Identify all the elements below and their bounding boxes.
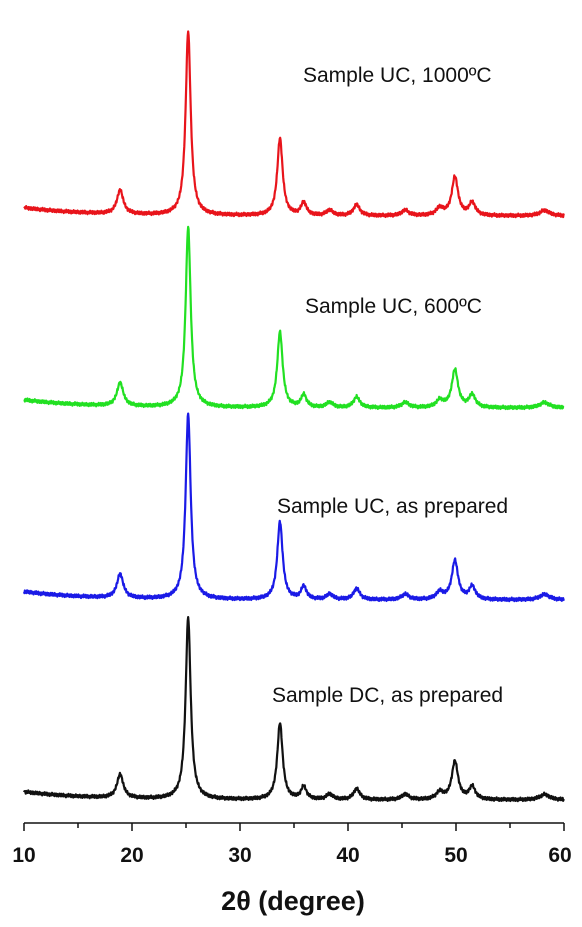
series-label-uc-600: Sample UC, 600ºC bbox=[305, 295, 482, 318]
x-tick-label-60: 60 bbox=[548, 844, 571, 867]
x-tick-label-10: 10 bbox=[12, 844, 35, 867]
x-tick-label-30: 30 bbox=[228, 844, 251, 867]
series-layer bbox=[22, 30, 565, 803]
series-line-0 bbox=[23, 30, 565, 219]
series-line-1 bbox=[23, 225, 565, 411]
x-tick-label-40: 40 bbox=[336, 844, 359, 867]
plot-area: Sample UC, 1000ºC Sample UC, 600ºC Sampl… bbox=[22, 30, 565, 803]
x-tick-layer bbox=[23, 823, 565, 831]
x-axis: 10 20 30 40 50 60 2θ (degree) bbox=[12, 822, 572, 916]
x-tick-label-20: 20 bbox=[120, 844, 143, 867]
x-tick-label-50: 50 bbox=[444, 844, 467, 867]
x-axis-label: 2θ (degree) bbox=[221, 886, 365, 916]
series-label-dc-as-prepared: Sample DC, as prepared bbox=[272, 684, 503, 707]
series-label-uc-1000: Sample UC, 1000ºC bbox=[303, 64, 492, 87]
x-tick-label-layer: 10 20 30 40 50 60 bbox=[12, 844, 571, 867]
series-label-uc-as-prepared: Sample UC, as prepared bbox=[277, 495, 508, 518]
series-line-2 bbox=[22, 412, 565, 603]
series-label-layer: Sample UC, 1000ºC Sample UC, 600ºC Sampl… bbox=[272, 64, 508, 707]
series-line-3 bbox=[22, 616, 565, 803]
